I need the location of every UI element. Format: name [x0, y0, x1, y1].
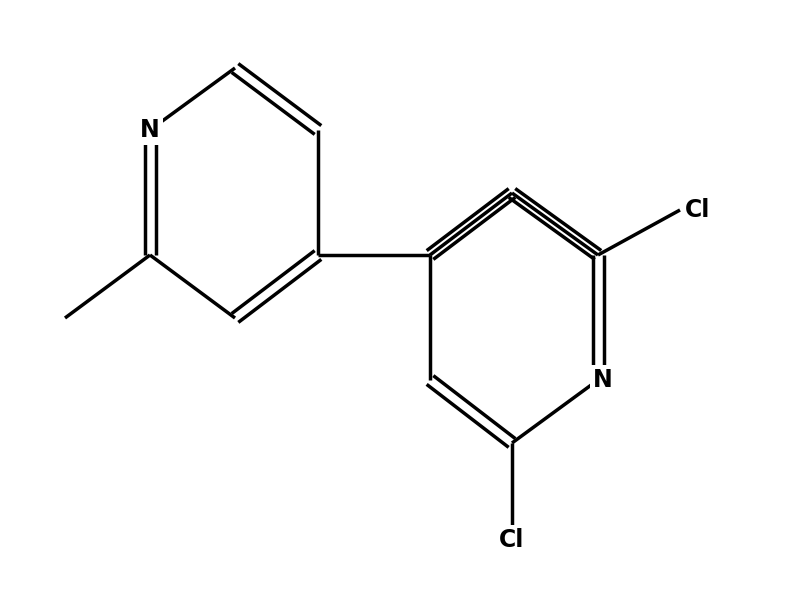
- Text: Cl: Cl: [499, 528, 525, 552]
- Text: Cl: Cl: [686, 198, 710, 222]
- Text: N: N: [140, 118, 160, 142]
- Text: N: N: [593, 368, 613, 392]
